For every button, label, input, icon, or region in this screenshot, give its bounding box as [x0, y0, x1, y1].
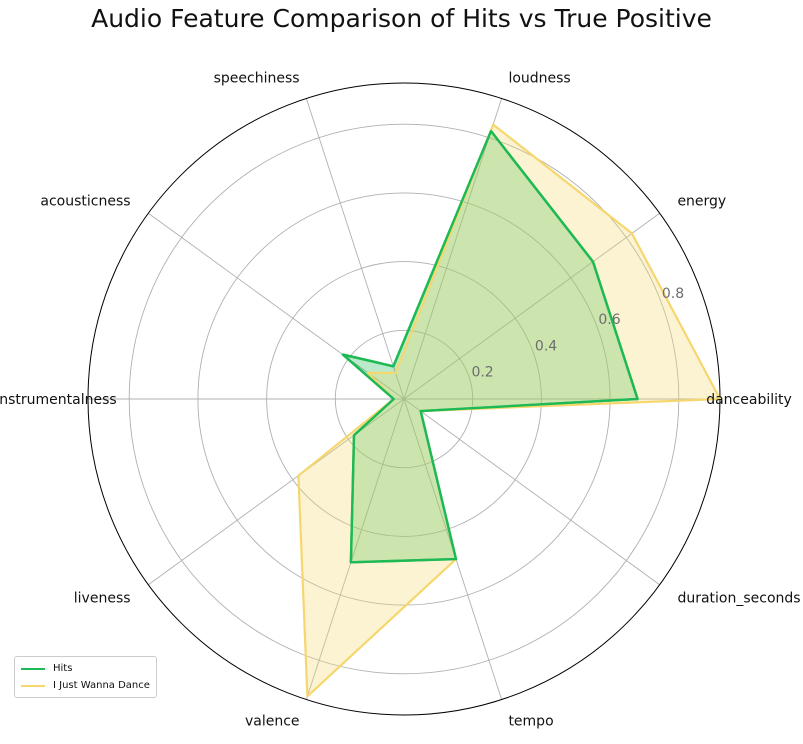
radial-tick-label: 0.8	[662, 286, 684, 302]
legend-item-hits: Hits	[21, 660, 150, 677]
axis-label-liveness: liveness	[74, 591, 131, 607]
axis-spoke	[403, 212, 660, 400]
legend-swatch	[21, 667, 45, 670]
axis-label-danceability: danceability	[706, 392, 792, 408]
legend-label: I Just Wanna Dance	[53, 680, 150, 691]
axis-label-loudness: loudness	[508, 71, 570, 87]
axis-label-tempo: tempo	[508, 713, 553, 729]
legend-swatch	[21, 684, 45, 687]
radial-tick-label: 0.2	[471, 365, 493, 381]
axis-spoke	[305, 398, 405, 700]
legend-item-i-just-wanna-dance: I Just Wanna Dance	[21, 677, 150, 694]
axis-label-energy: energy	[677, 193, 726, 209]
legend-label: Hits	[53, 663, 73, 674]
axis-spoke	[148, 212, 405, 400]
legend: Hits I Just Wanna Dance	[14, 656, 157, 698]
axis-spoke	[305, 98, 405, 400]
axis-label-instrumentalness: instrumentalness	[0, 392, 117, 408]
axis-spoke	[403, 398, 660, 586]
chart-title: Audio Feature Comparison of Hits vs True…	[91, 4, 712, 33]
axis-label-duration_seconds: duration_seconds	[677, 591, 800, 607]
series-area-1	[297, 123, 722, 698]
axis-label-acousticness: acousticness	[40, 193, 130, 209]
series-line-0	[341, 129, 639, 564]
radial-tick-label: 0.4	[535, 338, 557, 354]
axis-label-valence: valence	[245, 713, 300, 729]
axis-label-speechiness: speechiness	[214, 71, 300, 87]
radial-tick-label: 0.6	[598, 312, 620, 328]
axis-spoke	[403, 98, 503, 400]
